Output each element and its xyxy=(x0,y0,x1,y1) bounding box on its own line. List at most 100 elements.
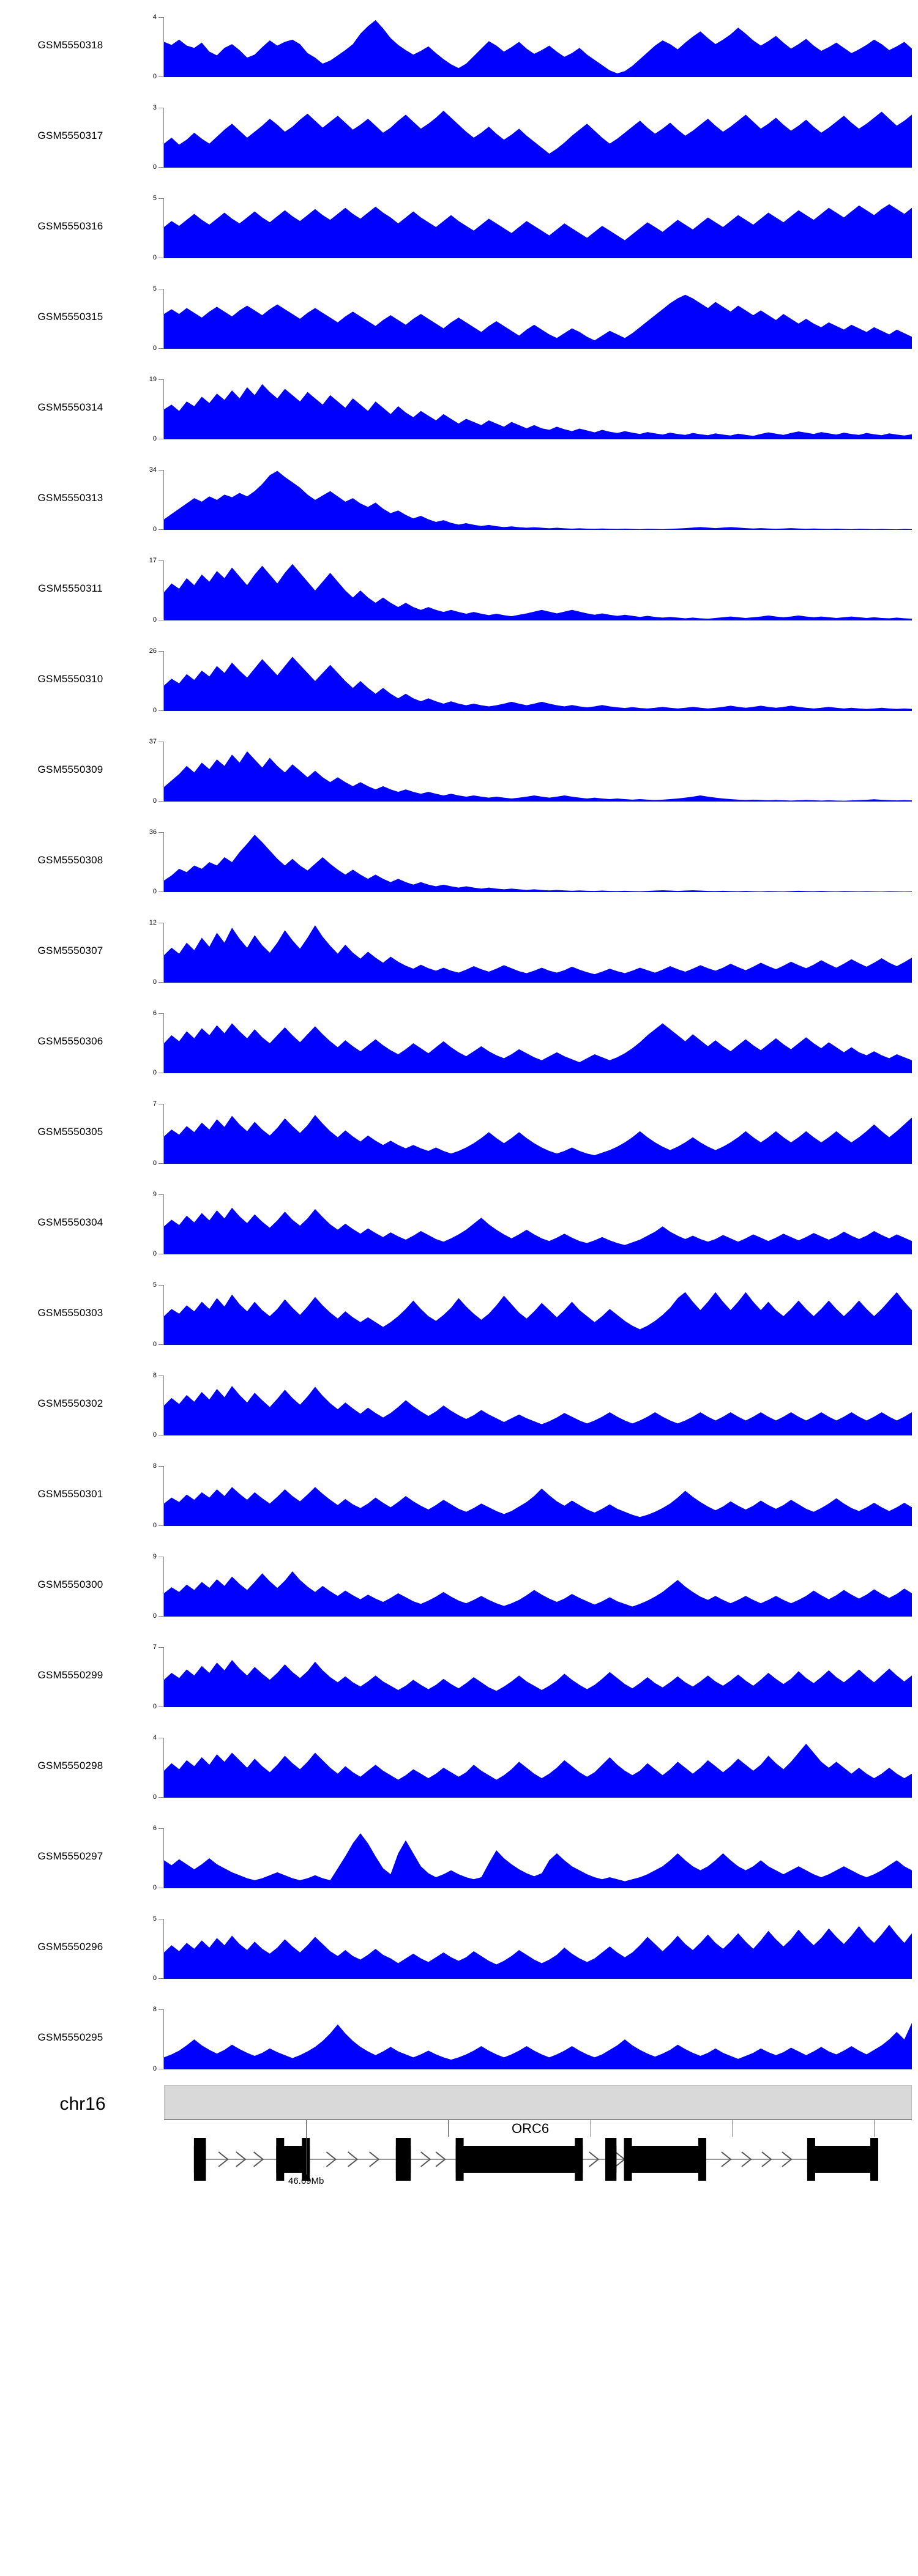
coverage-area-plot xyxy=(164,742,912,802)
chromosome-axis-track: chr16 46.69Mb xyxy=(0,2083,918,2224)
axis-line xyxy=(163,651,164,711)
coverage-area-plot xyxy=(164,1557,912,1617)
track-label-gsm5550302: GSM5550302 xyxy=(37,1398,103,1409)
axis-tick-min xyxy=(159,710,164,711)
axis-min-value: 0 xyxy=(152,1341,157,1348)
track-y-axis: 17 0 xyxy=(144,557,164,624)
axis-max-value: 5 xyxy=(152,195,157,202)
coverage-track: GSM5550318 4 0 xyxy=(0,0,918,91)
track-label-gsm5550304: GSM5550304 xyxy=(37,1216,103,1228)
axis-line xyxy=(163,1919,164,1979)
axis-tick-min xyxy=(159,1616,164,1617)
axis-line xyxy=(163,2009,164,2069)
coverage-area-plot xyxy=(164,17,912,77)
track-label-gsm5550296: GSM5550296 xyxy=(37,1941,103,1952)
coverage-track: GSM5550307 12 0 xyxy=(0,906,918,996)
axis-max-value: 37 xyxy=(149,738,157,745)
coverage-area-plot xyxy=(164,1828,912,1888)
gene-model-svg xyxy=(193,2138,879,2181)
axis-min-value: 0 xyxy=(152,526,157,533)
coverage-track: GSM5550303 5 0 xyxy=(0,1268,918,1358)
coverage-area-plot xyxy=(164,832,912,892)
axis-max-value: 7 xyxy=(152,1100,157,1107)
axis-max-value: 17 xyxy=(149,557,157,564)
coverage-track: GSM5550308 36 0 xyxy=(0,815,918,906)
coverage-area-plot xyxy=(164,1013,912,1073)
axis-line xyxy=(163,198,164,258)
track-label-gsm5550303: GSM5550303 xyxy=(37,1307,103,1319)
axis-min-value: 0 xyxy=(152,1703,157,1710)
axis-max-value: 19 xyxy=(149,376,157,383)
coverage-track: GSM5550304 9 0 xyxy=(0,1177,918,1268)
axis-max-value: 26 xyxy=(149,647,157,655)
track-label-gsm5550318: GSM5550318 xyxy=(37,39,103,51)
axis-min-value: 0 xyxy=(152,1793,157,1801)
axis-min-value: 0 xyxy=(152,1160,157,1167)
axis-tick-min xyxy=(159,529,164,530)
axis-min-value: 0 xyxy=(152,888,157,895)
coverage-track: GSM5550300 9 0 xyxy=(0,1539,918,1630)
coverage-track: GSM5550317 3 0 xyxy=(0,91,918,181)
coverage-track: GSM5550314 19 0 xyxy=(0,362,918,453)
axis-line xyxy=(163,1828,164,1888)
axis-min-value: 0 xyxy=(152,616,157,624)
coverage-area-plot xyxy=(164,1738,912,1798)
track-label-gsm5550315: GSM5550315 xyxy=(37,311,103,322)
axis-max-value: 8 xyxy=(152,1372,157,1379)
coverage-area-plot xyxy=(164,108,912,168)
track-label-gsm5550314: GSM5550314 xyxy=(37,401,103,413)
axis-max-value: 8 xyxy=(152,2006,157,2013)
track-label-gsm5550313: GSM5550313 xyxy=(37,492,103,504)
coverage-track: GSM5550295 8 0 xyxy=(0,1992,918,2083)
axis-max-value: 9 xyxy=(152,1191,157,1198)
axis-tick-min xyxy=(159,1344,164,1345)
coverage-area-plot xyxy=(164,1194,912,1254)
coverage-area-plot xyxy=(164,470,912,530)
gene-model-track: ORC6 xyxy=(0,2083,918,2199)
axis-tick-max xyxy=(159,832,164,833)
axis-line xyxy=(163,1647,164,1707)
axis-max-value: 5 xyxy=(152,1915,157,1923)
ideogram-bar xyxy=(164,2085,912,2120)
axis-line xyxy=(163,1738,164,1798)
coverage-area-plot xyxy=(164,289,912,349)
track-label-gsm5550295: GSM5550295 xyxy=(37,2031,103,2043)
axis-tick-min xyxy=(159,1525,164,1526)
axis-min-value: 0 xyxy=(152,797,157,805)
track-label-gsm5550299: GSM5550299 xyxy=(37,1669,103,1681)
axis-max-value: 9 xyxy=(152,1553,157,1560)
track-label-gsm5550306: GSM5550306 xyxy=(37,1035,103,1047)
axis-line xyxy=(163,560,164,620)
coverage-track: GSM5550301 8 0 xyxy=(0,1449,918,1539)
coverage-track: GSM5550298 4 0 xyxy=(0,1721,918,1811)
axis-min-value: 0 xyxy=(152,1975,157,1982)
axis-max-value: 3 xyxy=(152,104,157,111)
axis-min-value: 0 xyxy=(152,1250,157,1257)
axis-line xyxy=(163,1557,164,1617)
coverage-track: GSM5550315 5 0 xyxy=(0,272,918,362)
coverage-area-plot xyxy=(164,198,912,258)
axis-tick-min xyxy=(159,167,164,168)
axis-line xyxy=(163,379,164,439)
axis-line xyxy=(163,289,164,349)
coverage-track: GSM5550296 5 0 xyxy=(0,1902,918,1992)
axis-tick-max xyxy=(159,1828,164,1829)
coverage-track: GSM5550310 26 0 xyxy=(0,634,918,724)
axis-min-value: 0 xyxy=(152,254,157,261)
axis-line xyxy=(163,1375,164,1435)
axis-tick-max xyxy=(159,1285,164,1286)
axis-min-value: 0 xyxy=(152,1884,157,1891)
track-label-gsm5550310: GSM5550310 xyxy=(37,673,103,685)
axis-tick-max xyxy=(159,1013,164,1014)
axis-max-value: 5 xyxy=(152,1281,157,1289)
coverage-area-plot xyxy=(164,651,912,711)
coverage-track: GSM5550316 5 0 xyxy=(0,181,918,272)
